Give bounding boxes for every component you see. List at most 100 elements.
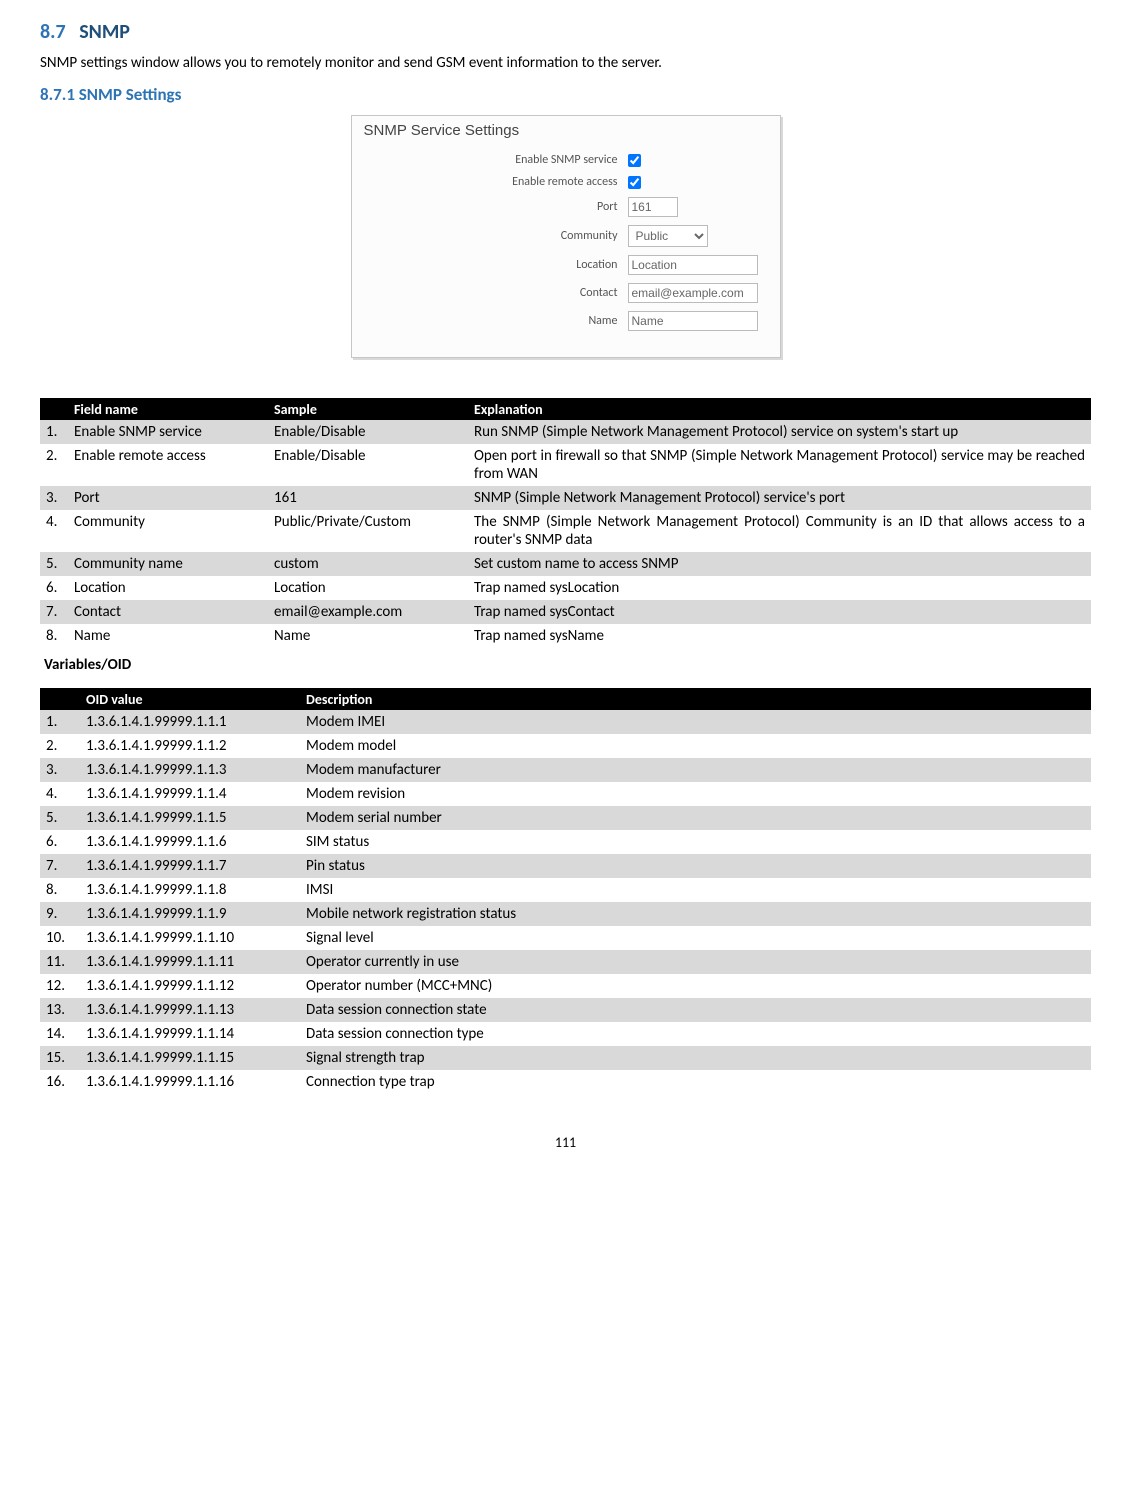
table-cell: 1.3.6.1.4.1.99999.1.1.2 [80, 734, 300, 758]
table-cell: 1.3.6.1.4.1.99999.1.1.14 [80, 1022, 300, 1046]
table-header: OID value [80, 688, 300, 710]
variables-subhead: Variables/OID [44, 656, 1091, 674]
table-cell: SNMP (Simple Network Management Protocol… [468, 486, 1091, 510]
table-row: 5.Community namecustomSet custom name to… [40, 552, 1091, 576]
table-cell: Operator number (MCC+MNC) [300, 974, 1091, 998]
table-cell: Signal strength trap [300, 1046, 1091, 1070]
table-row: 12.1.3.6.1.4.1.99999.1.1.12Operator numb… [40, 974, 1091, 998]
table-row: 4.CommunityPublic/Private/CustomThe SNMP… [40, 510, 1091, 552]
table-cell: Data session connection state [300, 998, 1091, 1022]
table-row: 7.Contactemail@example.comTrap named sys… [40, 600, 1091, 624]
table-row: 14.1.3.6.1.4.1.99999.1.1.14Data session … [40, 1022, 1091, 1046]
table-header: Explanation [468, 398, 1091, 420]
table-row: 11.1.3.6.1.4.1.99999.1.1.11Operator curr… [40, 950, 1091, 974]
checkbox-input[interactable] [628, 176, 641, 189]
table-row: 1.1.3.6.1.4.1.99999.1.1.1Modem IMEI [40, 710, 1091, 734]
form-label: Port [428, 200, 628, 214]
table-cell: Modem revision [300, 782, 1091, 806]
table-row: 8.NameNameTrap named sysName [40, 624, 1091, 648]
form-row: Contact [364, 283, 768, 303]
table-cell: IMSI [300, 878, 1091, 902]
table-cell: 1.3.6.1.4.1.99999.1.1.16 [80, 1070, 300, 1094]
oid-table: OID valueDescription 1.1.3.6.1.4.1.99999… [40, 688, 1091, 1094]
table-cell: 1. [40, 710, 80, 734]
table-cell: 7. [40, 854, 80, 878]
table-cell: 1.3.6.1.4.1.99999.1.1.3 [80, 758, 300, 782]
table-row: 13.1.3.6.1.4.1.99999.1.1.13Data session … [40, 998, 1091, 1022]
table-row: 10.1.3.6.1.4.1.99999.1.1.10Signal level [40, 926, 1091, 950]
form-label: Contact [428, 286, 628, 300]
table-row: 2.1.3.6.1.4.1.99999.1.1.2Modem model [40, 734, 1091, 758]
form-control [628, 175, 768, 189]
table-cell: 6. [40, 830, 80, 854]
table-cell: 1. [40, 420, 68, 444]
table-row: 2.Enable remote accessEnable/DisableOpen… [40, 444, 1091, 486]
table-cell: Operator currently in use [300, 950, 1091, 974]
table-cell: 2. [40, 734, 80, 758]
text-input[interactable] [628, 283, 758, 303]
text-input[interactable] [628, 197, 678, 217]
table-cell: Location [268, 576, 468, 600]
table-cell: 4. [40, 510, 68, 552]
table-cell: 1.3.6.1.4.1.99999.1.1.11 [80, 950, 300, 974]
table-cell: Modem serial number [300, 806, 1091, 830]
panel-title: SNMP Service Settings [364, 122, 768, 139]
form-row: Location [364, 255, 768, 275]
heading-2: 8.7 SNMP [40, 20, 1091, 44]
table-cell: 1.3.6.1.4.1.99999.1.1.7 [80, 854, 300, 878]
table-row: 16.1.3.6.1.4.1.99999.1.1.16Connection ty… [40, 1070, 1091, 1094]
table-cell: Run SNMP (Simple Network Management Prot… [468, 420, 1091, 444]
table-cell: 5. [40, 552, 68, 576]
form-row: Port [364, 197, 768, 217]
table-row: 6.1.3.6.1.4.1.99999.1.1.6SIM status [40, 830, 1091, 854]
table-cell: Public/Private/Custom [268, 510, 468, 552]
table-cell: Contact [68, 600, 268, 624]
table-cell: Enable remote access [68, 444, 268, 486]
table-cell: 1.3.6.1.4.1.99999.1.1.12 [80, 974, 300, 998]
table-header [40, 688, 80, 710]
table-cell: 5. [40, 806, 80, 830]
table-cell: 14. [40, 1022, 80, 1046]
table-cell: 161 [268, 486, 468, 510]
form-control [628, 255, 768, 275]
table-cell: Mobile network registration status [300, 902, 1091, 926]
text-input[interactable] [628, 311, 758, 331]
table-cell: Signal level [300, 926, 1091, 950]
table-cell: 12. [40, 974, 80, 998]
table-cell: 1.3.6.1.4.1.99999.1.1.1 [80, 710, 300, 734]
settings-panel: SNMP Service Settings Enable SNMP servic… [351, 115, 781, 358]
heading-2-text: SNMP [79, 20, 130, 44]
table-cell: Modem model [300, 734, 1091, 758]
table-cell: 16. [40, 1070, 80, 1094]
form-label: Name [428, 314, 628, 328]
settings-panel-wrap: SNMP Service Settings Enable SNMP servic… [40, 115, 1091, 358]
form-control: Public [628, 225, 768, 247]
form-control [628, 197, 768, 217]
form-row: Enable remote access [364, 175, 768, 189]
table-cell: 1.3.6.1.4.1.99999.1.1.13 [80, 998, 300, 1022]
table-header [40, 398, 68, 420]
table-cell: 1.3.6.1.4.1.99999.1.1.4 [80, 782, 300, 806]
checkbox-input[interactable] [628, 154, 641, 167]
table-cell: Set custom name to access SNMP [468, 552, 1091, 576]
table-cell: 7. [40, 600, 68, 624]
page-number: 111 [40, 1134, 1091, 1151]
table-cell: 2. [40, 444, 68, 486]
text-input[interactable] [628, 255, 758, 275]
table-cell: 8. [40, 624, 68, 648]
table-cell: 1.3.6.1.4.1.99999.1.1.15 [80, 1046, 300, 1070]
table-cell: 1.3.6.1.4.1.99999.1.1.8 [80, 878, 300, 902]
table-header: Description [300, 688, 1091, 710]
table-cell: Trap named sysContact [468, 600, 1091, 624]
table-cell: Data session connection type [300, 1022, 1091, 1046]
table-header: Field name [68, 398, 268, 420]
table-cell: Open port in firewall so that SNMP (Simp… [468, 444, 1091, 486]
table-cell: 6. [40, 576, 68, 600]
table-cell: Enable/Disable [268, 420, 468, 444]
table-cell: email@example.com [268, 600, 468, 624]
table-row: 8.1.3.6.1.4.1.99999.1.1.8IMSI [40, 878, 1091, 902]
heading-3: 8.7.1 SNMP Settings [40, 84, 1091, 105]
intro-text: SNMP settings window allows you to remot… [40, 54, 1091, 72]
table-row: 3.1.3.6.1.4.1.99999.1.1.3Modem manufactu… [40, 758, 1091, 782]
select-input[interactable]: Public [628, 225, 708, 247]
